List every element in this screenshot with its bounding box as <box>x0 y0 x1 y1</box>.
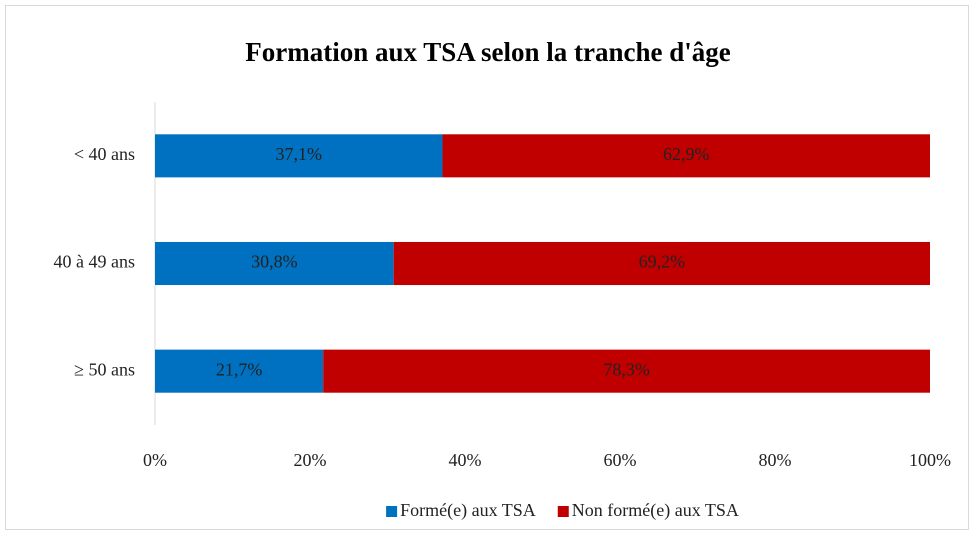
data-label: 30,8% <box>251 252 298 272</box>
legend-label: Non formé(e) aux TSA <box>572 500 739 521</box>
legend-label: Formé(e) aux TSA <box>400 500 536 521</box>
data-label: 69,2% <box>639 252 686 272</box>
legend-swatch <box>386 506 398 517</box>
x-tick-label: 80% <box>759 450 792 470</box>
x-tick-label: 0% <box>143 450 167 470</box>
x-tick-label: 20% <box>294 450 327 470</box>
bar-segment <box>155 349 324 393</box>
y-tick-label: ≥ 50 ans <box>74 359 135 379</box>
chart-title: Formation aux TSA selon la tranche d'âge <box>245 37 731 67</box>
y-tick-label: 40 à 49 ans <box>54 252 135 272</box>
bar-segment <box>323 349 930 393</box>
data-label: 21,7% <box>216 359 263 379</box>
x-tick-label: 100% <box>909 450 951 470</box>
bar-segment <box>442 134 930 178</box>
x-tick-label: 60% <box>604 450 637 470</box>
x-tick-label: 40% <box>449 450 482 470</box>
bar-segment <box>155 241 394 286</box>
data-label: 37,1% <box>276 144 323 164</box>
data-label: 62,9% <box>663 144 710 164</box>
bar-segment <box>155 134 443 178</box>
legend-swatch <box>557 506 569 517</box>
bar-segment <box>393 241 930 286</box>
y-tick-label: < 40 ans <box>74 144 135 164</box>
data-label: 78,3% <box>603 359 650 379</box>
